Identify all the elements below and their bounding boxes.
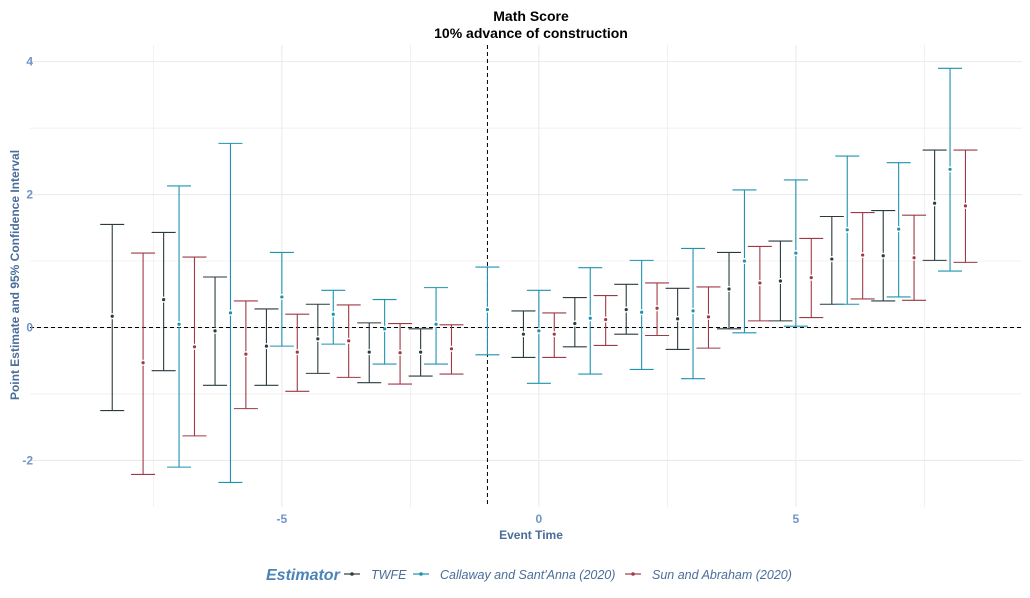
point-estimate <box>316 337 320 341</box>
point-estimate <box>162 297 166 302</box>
point-estimate <box>141 361 145 365</box>
point-estimate <box>264 344 269 348</box>
point-estimate <box>640 310 644 314</box>
point-estimate <box>110 314 114 318</box>
point-estimate <box>691 309 695 313</box>
legend-label: Callaway and Sant'Anna (2020) <box>440 568 615 582</box>
y-tick-label: 0 <box>26 321 33 335</box>
x-tick-label: -5 <box>277 512 288 526</box>
point-estimate <box>830 257 834 261</box>
point-estimate <box>604 317 608 322</box>
point-estimate <box>449 347 454 351</box>
point-estimate <box>794 251 798 255</box>
point-estimate <box>845 228 849 232</box>
point-estimate <box>383 327 387 331</box>
point-estimate <box>881 254 885 258</box>
point-estimate <box>434 322 438 326</box>
legend: Estimator TWFE Callaway and Sant'Anna (20… <box>266 567 792 584</box>
point-estimate <box>588 316 592 320</box>
point-estimate <box>485 307 490 312</box>
point-estimate <box>933 201 937 205</box>
y-axis-title: Point Estimate and 95% Confidence Interv… <box>8 150 22 400</box>
x-axis-title: Event Time <box>499 528 563 542</box>
point-estimate <box>948 167 952 171</box>
point-estimate <box>676 317 680 321</box>
point-estimate <box>912 256 916 260</box>
point-estimate <box>742 259 747 263</box>
point-estimate <box>244 352 248 356</box>
point-estimate <box>521 332 526 336</box>
point-estimate <box>398 351 402 355</box>
point-estimate <box>727 287 731 291</box>
point-estimate <box>897 227 901 231</box>
x-tick-label: 0 <box>536 512 543 526</box>
point-estimate <box>192 345 197 349</box>
y-tick-label: -2 <box>22 453 33 467</box>
point-estimate <box>809 276 813 280</box>
point-estimate <box>655 306 659 310</box>
point-estimate <box>347 339 351 343</box>
legend-key-point <box>631 572 635 576</box>
legend-key-point <box>350 572 354 576</box>
point-estimate <box>706 315 711 319</box>
x-tick-label: 5 <box>793 512 800 526</box>
chart-subtitle: 10% advance of construction <box>434 25 628 41</box>
point-estimate <box>367 350 371 354</box>
legend-title: Estimator <box>266 567 341 584</box>
point-estimate <box>177 322 181 326</box>
point-estimate <box>331 312 335 316</box>
y-tick-label: 2 <box>26 188 33 202</box>
point-estimate <box>419 350 423 354</box>
point-estimate <box>963 204 968 208</box>
point-estimate <box>758 281 762 285</box>
data-marks <box>100 67 978 483</box>
point-estimate <box>213 329 217 333</box>
point-estimate <box>552 332 556 336</box>
point-estimate <box>573 321 577 326</box>
y-tick-label: 4 <box>26 55 33 69</box>
point-estimate <box>861 253 865 257</box>
series-group <box>167 67 963 483</box>
legend-label: TWFE <box>371 568 407 582</box>
series-group <box>131 149 978 475</box>
point-estimate <box>228 311 233 315</box>
point-estimate <box>537 329 541 333</box>
point-estimate <box>624 307 628 312</box>
point-estimate <box>280 295 284 299</box>
tick-labels: -5 0 5 -2 0 2 4 <box>22 55 799 526</box>
legend-key-point <box>419 572 423 576</box>
point-estimate <box>778 279 783 283</box>
series-group <box>100 149 947 412</box>
chart-title: Math Score <box>493 8 569 24</box>
point-estimate <box>295 350 299 354</box>
legend-label: Sun and Abraham (2020) <box>652 568 792 582</box>
